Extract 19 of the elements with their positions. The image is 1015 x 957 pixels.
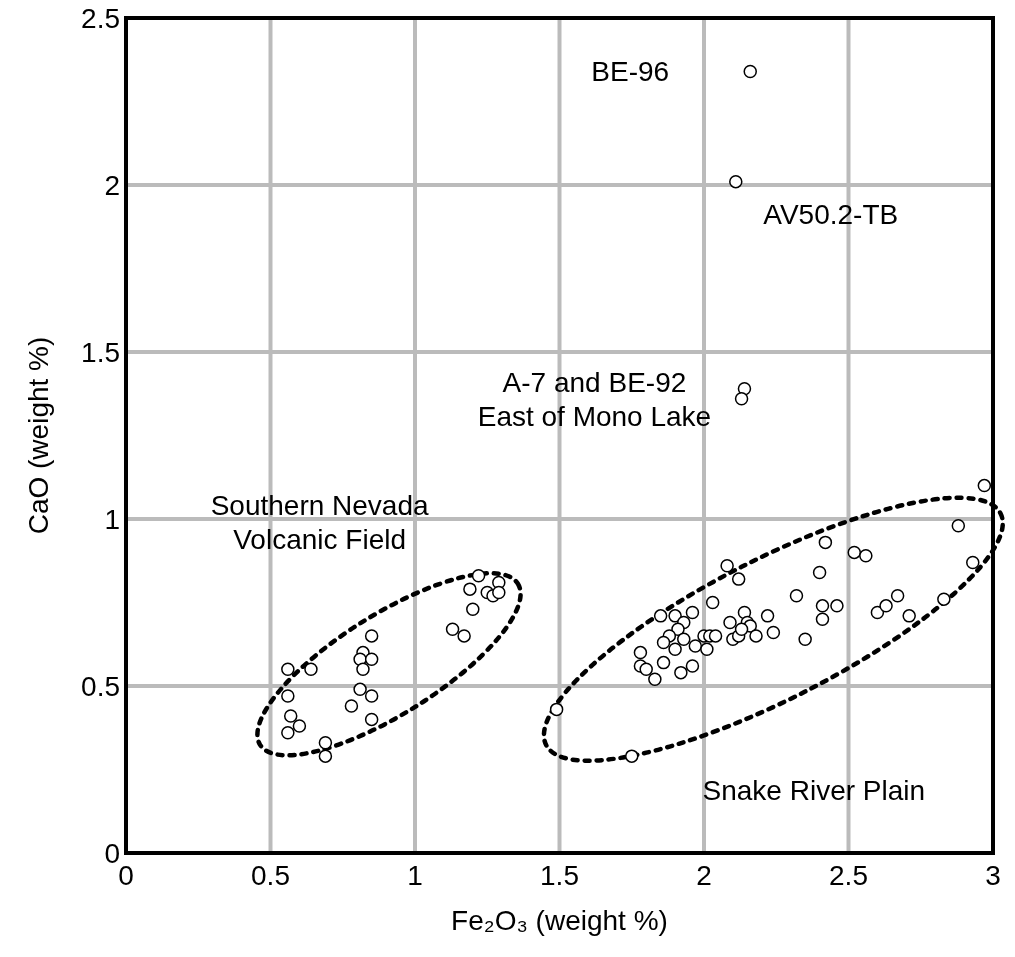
x-axis-title: Fe₂O₃ (weight %) bbox=[451, 905, 668, 936]
x-tick-label: 0.5 bbox=[251, 860, 290, 891]
x-tick-label: 3 bbox=[985, 860, 1001, 891]
annotation: BE-96 bbox=[591, 56, 670, 88]
y-axis-title: CaO (weight %) bbox=[23, 336, 54, 535]
y-tick-label: 2 bbox=[104, 170, 120, 201]
y-tick-label: 0 bbox=[104, 838, 120, 869]
x-tick-label: 2 bbox=[696, 860, 712, 891]
y-tick-label: 1 bbox=[104, 504, 120, 535]
y-tick-label: 1.5 bbox=[81, 337, 120, 368]
annotation: Snake River Plain bbox=[702, 774, 926, 806]
y-tick-label: 2.5 bbox=[81, 3, 120, 34]
x-tick-label: 1 bbox=[407, 860, 423, 891]
y-tick-label: 0.5 bbox=[81, 671, 120, 702]
annotation: Southern Nevada Volcanic Field bbox=[210, 490, 430, 556]
x-tick-label: 2.5 bbox=[829, 860, 868, 891]
x-tick-label: 1.5 bbox=[540, 860, 579, 891]
annotation: AV50.2-TB bbox=[763, 198, 899, 230]
annotation: A-7 and BE-92 East of Mono Lake bbox=[477, 366, 712, 432]
